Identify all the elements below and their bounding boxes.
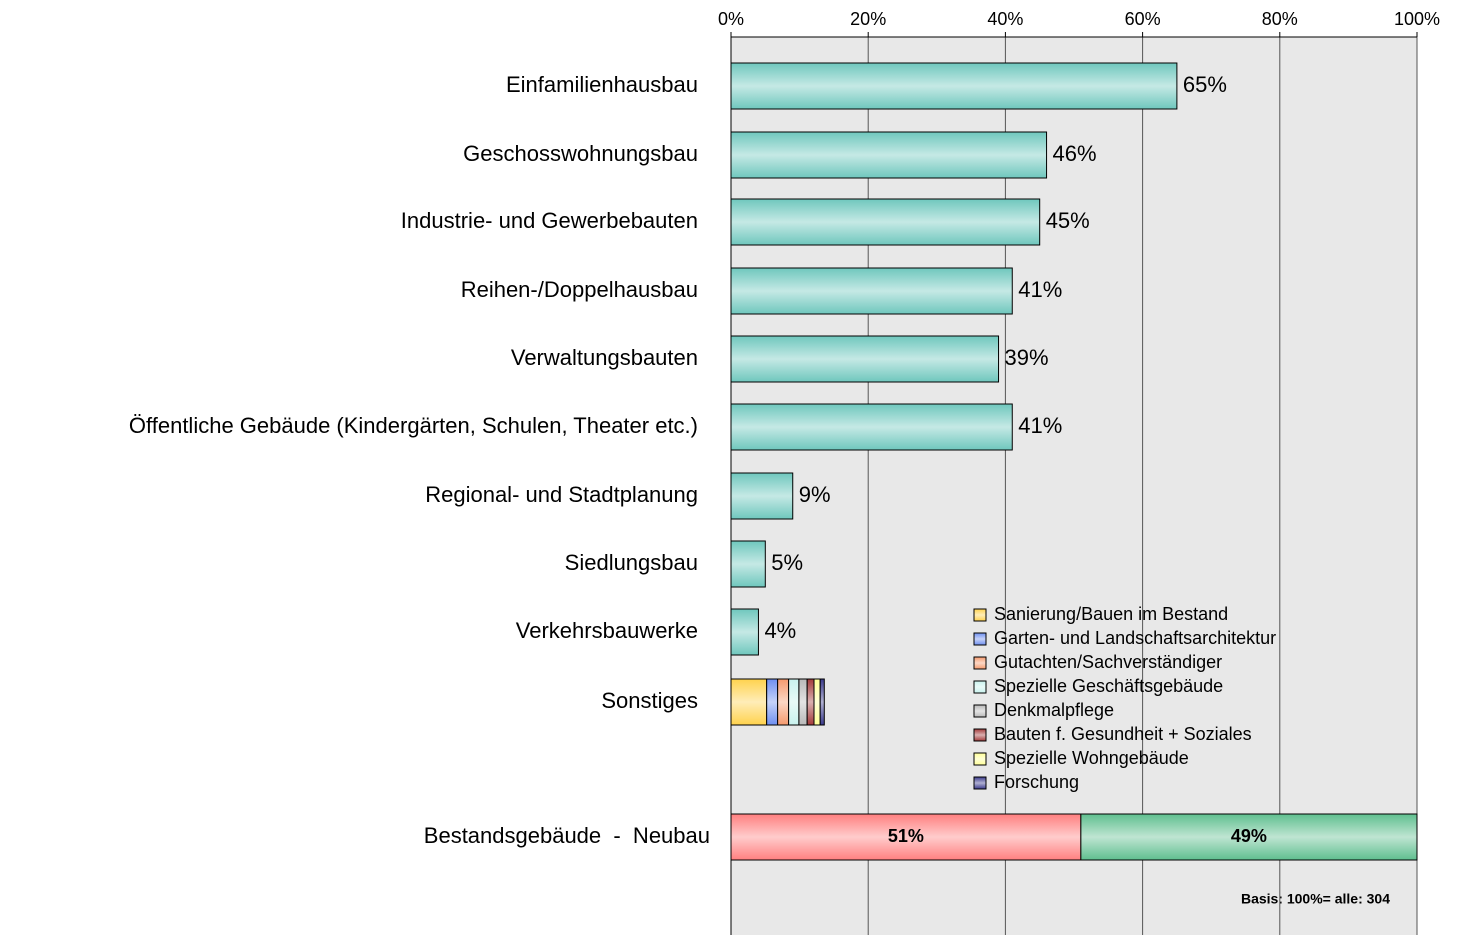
legend-swatch: [973, 728, 987, 742]
bar-segment: [730, 813, 1082, 861]
value-label: 51%: [888, 826, 924, 846]
category-label: Verkehrsbauwerke: [516, 618, 698, 643]
value-label: 49%: [1231, 826, 1267, 846]
legend-swatch: [973, 776, 987, 790]
bar-segment: [1080, 813, 1418, 861]
value-label: 9%: [799, 482, 831, 507]
x-tick-label: 80%: [1262, 9, 1298, 29]
category-label: Bestandsgebäude - Neubau: [424, 823, 710, 848]
bar-segment: [798, 678, 808, 726]
bar: [730, 267, 1013, 315]
bar: [730, 198, 1041, 246]
plot-area: [731, 37, 1417, 935]
value-label: 41%: [1018, 413, 1062, 438]
value-label: 4%: [764, 618, 796, 643]
value-label: 65%: [1183, 72, 1227, 97]
legend-label: Bauten f. Gesundheit + Soziales: [994, 724, 1252, 744]
category-label: Regional- und Stadtplanung: [425, 482, 698, 507]
x-tick-label: 100%: [1394, 9, 1440, 29]
legend-swatch: [973, 608, 987, 622]
annotation: Basis: 100%= alle: 304: [1241, 891, 1390, 907]
legend-label: Sanierung/Bauen im Bestand: [994, 604, 1228, 624]
value-label: 46%: [1053, 141, 1097, 166]
bar: [730, 608, 759, 656]
category-label: Reihen-/Doppelhausbau: [461, 277, 698, 302]
legend-label: Forschung: [994, 772, 1079, 792]
bar-segment: [813, 678, 821, 726]
value-label: 45%: [1046, 208, 1090, 233]
category-label: Sonstiges: [601, 688, 698, 713]
value-label: 41%: [1018, 277, 1062, 302]
legend-label: Spezielle Wohngebäude: [994, 748, 1189, 768]
legend-label: Denkmalpflege: [994, 700, 1114, 720]
bar: [730, 335, 1000, 383]
legend-swatch: [973, 704, 987, 718]
bar: [730, 540, 766, 588]
bar: [730, 472, 794, 520]
legend-swatch: [973, 632, 987, 646]
bar-segment: [788, 678, 800, 726]
value-label: 39%: [1005, 345, 1049, 370]
x-tick-label: 20%: [850, 9, 886, 29]
bar-segment: [806, 678, 815, 726]
category-label: Industrie- und Gewerbebauten: [401, 208, 698, 233]
legend-label: Garten- und Landschaftsarchitektur: [994, 628, 1276, 648]
bar-segment: [766, 678, 779, 726]
legend-swatch: [973, 752, 987, 766]
category-label: Geschosswohnungsbau: [463, 141, 698, 166]
category-label: Öffentliche Gebäude (Kindergärten, Schul…: [129, 413, 698, 438]
category-label: Siedlungsbau: [565, 550, 698, 575]
legend-swatch: [973, 656, 987, 670]
legend-label: Spezielle Geschäftsgebäude: [994, 676, 1223, 696]
category-label: Einfamilienhausbau: [506, 72, 698, 97]
bar: [730, 403, 1013, 451]
x-tick-label: 40%: [987, 9, 1023, 29]
x-tick-label: 60%: [1125, 9, 1161, 29]
x-tick-label: 0%: [718, 9, 744, 29]
bar: [730, 131, 1048, 179]
bar-segment: [777, 678, 790, 726]
bar-segment: [819, 678, 825, 726]
legend-label: Gutachten/Sachverständiger: [994, 652, 1222, 672]
category-label: Verwaltungsbauten: [511, 345, 698, 370]
legend-swatch: [973, 680, 987, 694]
bar: [730, 62, 1178, 110]
value-label: 5%: [771, 550, 803, 575]
bar-segment: [730, 678, 768, 726]
